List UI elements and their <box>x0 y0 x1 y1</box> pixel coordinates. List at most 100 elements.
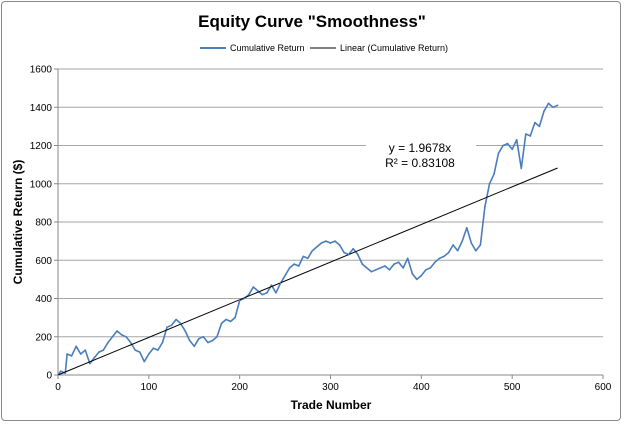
x-tick-label: 500 <box>504 382 521 393</box>
data-point <box>275 291 277 294</box>
data-point <box>211 339 214 342</box>
data-point <box>257 290 259 292</box>
data-point <box>184 330 186 332</box>
data-point <box>247 293 250 296</box>
data-point <box>152 347 155 350</box>
x-tick-label: 300 <box>322 382 339 393</box>
data-point <box>79 353 82 355</box>
data-point <box>75 345 77 348</box>
data-point <box>93 356 96 359</box>
data-point <box>470 242 473 244</box>
legend: Cumulative Return Linear (Cumulative Ret… <box>200 43 448 53</box>
data-point <box>438 257 441 260</box>
data-point <box>59 370 62 372</box>
data-point <box>361 263 364 265</box>
data-point <box>288 267 291 269</box>
data-point <box>515 138 518 141</box>
y-tick-label: 1000 <box>30 179 53 190</box>
data-point <box>325 240 327 242</box>
data-point <box>316 246 318 248</box>
data-point <box>538 125 541 128</box>
data-point <box>243 297 246 300</box>
data-point <box>420 274 423 277</box>
data-point <box>225 318 227 321</box>
x-axis-ticks: 0 100 200 300 400 500 600 <box>55 375 612 393</box>
data-point <box>329 242 332 244</box>
data-point <box>534 121 536 124</box>
data-point <box>479 244 482 246</box>
data-point <box>556 104 559 107</box>
data-point <box>502 144 504 147</box>
data-point <box>511 148 513 151</box>
data-point <box>415 278 418 281</box>
data-point <box>497 152 500 154</box>
data-point <box>266 291 268 294</box>
data-point <box>393 263 395 265</box>
data-point <box>388 269 391 271</box>
data-point <box>529 135 532 137</box>
data-point <box>84 349 87 351</box>
data-point <box>488 182 491 185</box>
data-point <box>170 324 173 327</box>
data-point <box>98 351 100 353</box>
y-axis-ticks: 0 200 400 600 800 1000 1200 1400 1600 <box>30 65 58 382</box>
data-point <box>547 102 550 105</box>
data-point <box>157 349 159 351</box>
data-point <box>166 326 168 328</box>
data-point <box>506 142 509 145</box>
data-point <box>334 240 336 242</box>
trendline-equation: y = 1.9678x <box>389 141 451 155</box>
data-point <box>552 106 554 109</box>
linear-trendline <box>57 167 558 376</box>
chart-title: Equity Curve "Smoothness" <box>198 12 426 31</box>
data-point <box>411 272 414 275</box>
x-tick-label: 100 <box>140 382 157 393</box>
data-point <box>452 244 454 246</box>
data-point <box>293 263 295 265</box>
data-point <box>261 293 264 296</box>
data-point <box>524 133 527 135</box>
data-point <box>465 226 468 229</box>
equation-background <box>366 138 476 170</box>
data-point <box>406 257 409 260</box>
data-point <box>366 267 368 269</box>
data-point <box>397 261 400 263</box>
data-point <box>302 255 305 258</box>
data-point <box>425 269 427 271</box>
data-point <box>352 247 355 250</box>
y-axis-label: Cumulative Return ($) <box>11 160 25 285</box>
x-tick-label: 400 <box>413 382 430 393</box>
data-point <box>234 316 236 319</box>
data-point <box>311 249 314 252</box>
data-point <box>306 257 309 260</box>
data-point <box>129 341 132 344</box>
cumulative-return-line <box>57 102 558 376</box>
data-point <box>370 270 373 273</box>
data-point <box>543 110 545 112</box>
data-point <box>220 322 223 325</box>
data-point <box>238 299 241 302</box>
y-tick-label: 800 <box>35 218 52 229</box>
x-tick-label: 200 <box>231 382 248 393</box>
data-point <box>447 251 450 254</box>
data-point <box>148 353 150 355</box>
data-point <box>379 267 382 269</box>
data-point <box>175 318 177 321</box>
data-point <box>207 341 209 344</box>
trendline-r-squared: R² = 0.83108 <box>385 156 455 170</box>
data-point <box>402 267 404 269</box>
data-point <box>434 261 436 263</box>
y-tick-label: 0 <box>46 371 52 382</box>
data-point <box>193 345 196 348</box>
data-point <box>270 284 273 286</box>
data-point <box>338 244 341 246</box>
x-tick-label: 600 <box>595 382 612 393</box>
x-tick-label: 0 <box>55 382 61 393</box>
data-point <box>229 320 232 323</box>
y-tick-label: 400 <box>35 294 52 305</box>
y-tick-label: 1400 <box>30 103 53 114</box>
data-point <box>197 337 200 340</box>
data-point <box>161 341 164 344</box>
data-point <box>116 330 118 332</box>
data-point <box>384 265 386 267</box>
